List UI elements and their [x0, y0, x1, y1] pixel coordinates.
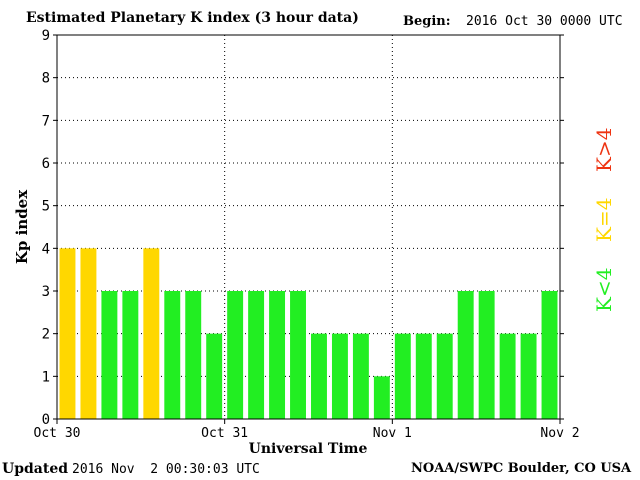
kp-bar — [373, 376, 390, 419]
kp-bar — [290, 291, 306, 419]
kp-bar — [269, 291, 286, 419]
chart-title: Estimated Planetary K index (3 hour data… — [26, 10, 359, 26]
x-axis-label: Universal Time — [249, 441, 368, 457]
kp-bar — [143, 248, 160, 419]
grid — [57, 35, 560, 419]
y-tick-label: 1 — [42, 369, 50, 385]
kp-bar — [122, 291, 139, 419]
kp-bar — [331, 333, 348, 419]
legend-k-above-4: K>4 — [592, 127, 616, 172]
y-tick-label: 7 — [42, 113, 50, 129]
y-ticks: 0 1 2 3 4 5 6 7 8 9 — [42, 28, 564, 428]
updated-label: Updated — [2, 461, 69, 477]
begin-label: Begin: — [403, 14, 451, 29]
y-tick-label: 3 — [42, 284, 50, 300]
kp-bar — [415, 333, 432, 419]
y-tick-label: 6 — [42, 156, 50, 172]
y-tick-label: 8 — [42, 71, 50, 87]
x-ticks: Oct 30 Oct 31 Nov 1 Nov 2 — [34, 419, 580, 441]
credit-text: NOAA/SWPC Boulder, CO USA — [411, 461, 632, 476]
kp-bar — [499, 333, 516, 419]
y-tick-label: 5 — [42, 199, 50, 215]
kp-bar — [227, 291, 244, 419]
kp-bar — [311, 333, 327, 419]
y-tick-label: 2 — [42, 327, 50, 343]
legend-k-below-4: K<4 — [592, 267, 616, 312]
kp-bar — [101, 291, 118, 419]
kp-bar — [436, 333, 453, 419]
x-tick-label: Nov 2 — [540, 426, 579, 441]
begin-value: 2016 Oct 30 0000 UTC — [466, 14, 623, 29]
x-tick-label: Nov 1 — [373, 426, 412, 441]
y-tick-label: 0 — [42, 412, 50, 428]
kp-bar — [80, 248, 97, 419]
legend-k-equal-4: K=4 — [592, 197, 616, 242]
kp-bar — [457, 291, 474, 419]
kp-bar — [394, 333, 411, 419]
kp-bar — [185, 291, 202, 419]
kp-bar — [248, 291, 265, 419]
x-tick-label: Oct 31 — [201, 426, 248, 441]
y-tick-label: 4 — [42, 241, 50, 257]
kp-bar — [520, 333, 537, 419]
plot-frame — [56, 34, 561, 420]
y-tick-label: 9 — [42, 28, 50, 44]
kp-bar — [206, 333, 223, 419]
x-tick-label: Oct 30 — [34, 426, 81, 441]
kp-bar — [541, 291, 558, 419]
kp-bar — [352, 333, 369, 419]
kp-bar — [59, 248, 76, 419]
kp-bar — [478, 291, 495, 419]
updated-timestamp: 2016 Nov 2 00:30:03 UTC — [72, 462, 260, 477]
y-axis-label: Kp index — [13, 189, 31, 264]
kp-bar — [164, 291, 181, 419]
bars — [59, 248, 558, 419]
